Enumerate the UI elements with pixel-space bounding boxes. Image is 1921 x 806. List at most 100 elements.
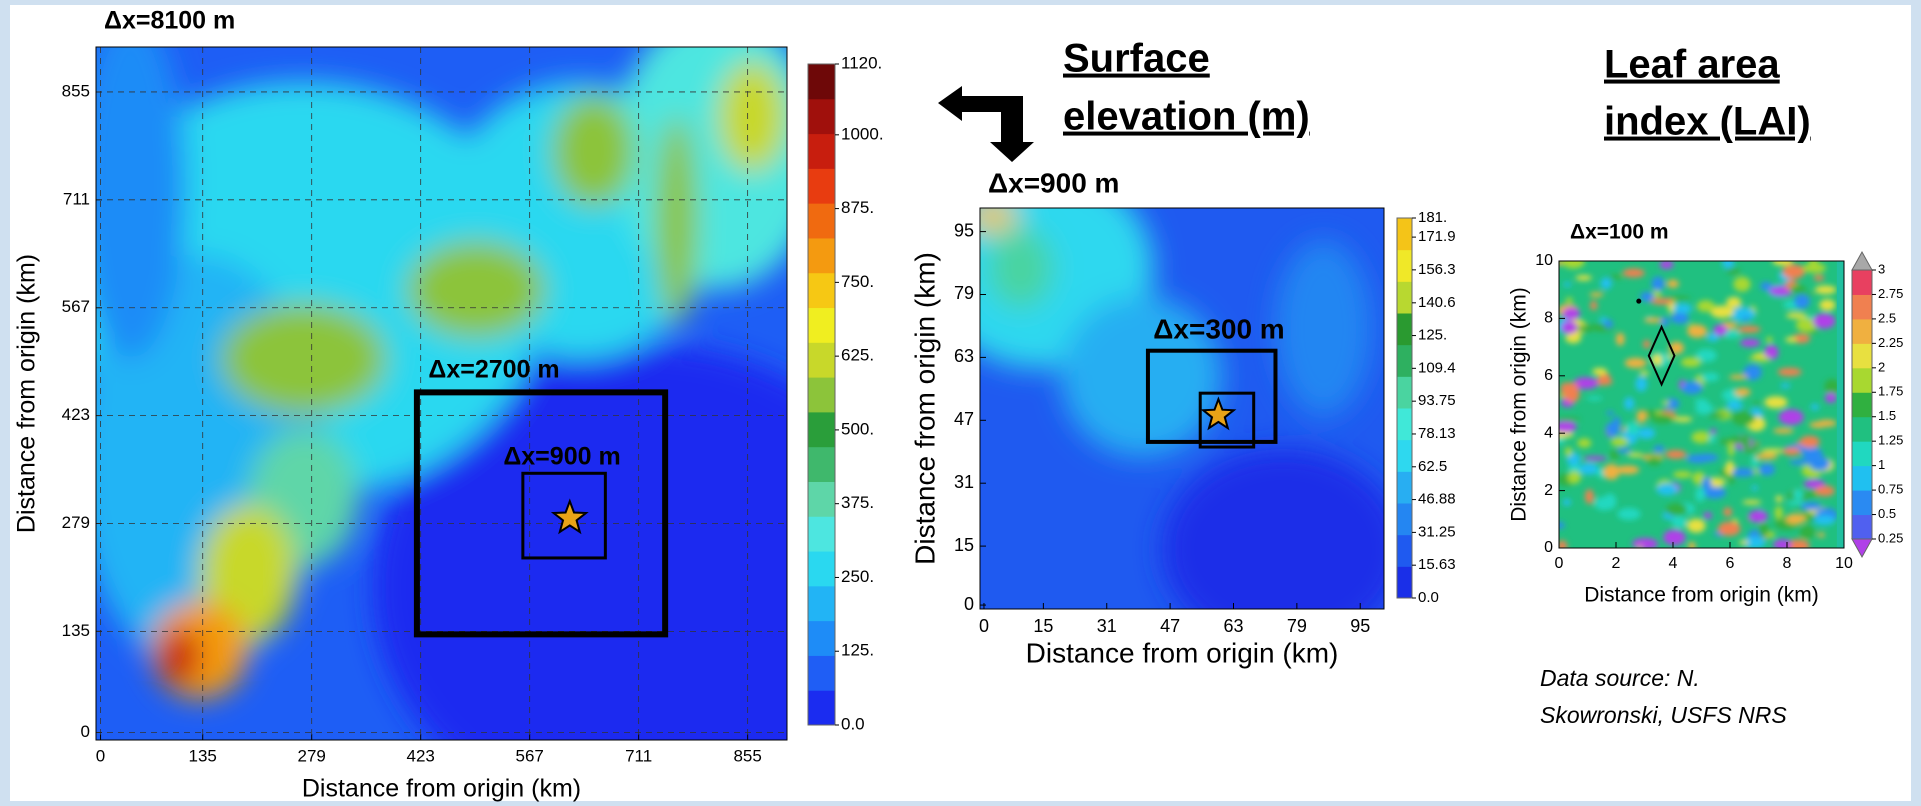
lai-blob — [1680, 357, 1702, 368]
x-tick-label: 63 — [1223, 616, 1243, 636]
lai-blob — [1617, 507, 1641, 521]
x-tick-label: 15 — [1033, 616, 1053, 636]
lai-blob — [1760, 448, 1786, 454]
colorbar-band — [808, 98, 835, 135]
colorbar-band — [1397, 249, 1412, 282]
lai-blob — [1665, 449, 1687, 459]
lai-blob — [1668, 296, 1691, 301]
colorbar-band — [1852, 514, 1872, 540]
colorbar-label: 46.88 — [1418, 491, 1456, 508]
lai-blob — [1729, 436, 1748, 444]
colorbar-band — [1397, 566, 1412, 599]
source-note: Data source: N. — [1540, 665, 1700, 691]
colorbar-band — [808, 168, 835, 204]
lai-blob — [1785, 513, 1806, 525]
colorbar-label: 750. — [841, 272, 874, 291]
lai-blob — [1812, 313, 1836, 329]
lai-blob — [1579, 462, 1599, 475]
lai-blob — [1560, 382, 1579, 387]
lai-blob — [1651, 290, 1662, 298]
lai-blob — [1708, 434, 1716, 444]
lai-blob — [1639, 370, 1650, 376]
colorbar-label: 171.9 — [1418, 228, 1456, 245]
lai-blob — [1583, 456, 1608, 461]
y-tick-label: 31 — [954, 472, 974, 492]
lai-blob — [1725, 267, 1741, 275]
colorbar-band — [808, 377, 835, 413]
lai-blob — [1673, 416, 1693, 422]
lai-blob — [1695, 487, 1706, 503]
heading: Surface — [1063, 37, 1210, 81]
lai-blob — [1666, 279, 1679, 289]
lai-blob — [1561, 320, 1578, 334]
lai-blob — [1742, 316, 1750, 321]
x-tick-label: 423 — [406, 746, 434, 765]
y-tick-label: 6 — [1544, 367, 1553, 384]
map-panel: 0 15 31 47 63 79 95 0 15 31 47 63 79 95 Δx=900 m Distan… — [909, 167, 1455, 668]
y-tick-label: 15 — [954, 535, 974, 555]
colorbar-band — [1397, 439, 1412, 472]
colorbar-label: 500. — [841, 419, 874, 438]
colorbar-band — [1397, 534, 1412, 567]
lai-blob — [1799, 435, 1820, 448]
lai-blob — [1751, 455, 1759, 468]
colorbar-label: 15.63 — [1418, 556, 1456, 573]
lai-blob — [1702, 486, 1727, 499]
colorbar-band — [1852, 318, 1872, 344]
lai-blob — [1800, 502, 1822, 511]
x-axis-label: Distance from origin (km) — [302, 775, 581, 803]
lai-blob — [1824, 378, 1841, 395]
lai-blob — [1565, 332, 1582, 344]
y-axis-label: Distance from origin (km) — [909, 252, 940, 565]
lai-blob — [1814, 285, 1837, 295]
lai-blob — [1606, 410, 1615, 416]
colorbar-frame — [1396, 217, 1413, 599]
x-tick-label: 79 — [1287, 616, 1307, 636]
lai-blob — [1640, 291, 1655, 302]
lai-blob — [1610, 437, 1629, 447]
site-star — [550, 498, 589, 535]
colorbar-band — [808, 64, 835, 100]
lai-blob — [1672, 303, 1693, 314]
colorbar-band — [1852, 416, 1872, 442]
x-tick-label: 279 — [298, 746, 326, 765]
y-tick-label: 47 — [954, 409, 974, 429]
lai-blob — [1584, 489, 1594, 505]
y-tick-label: 855 — [62, 81, 90, 100]
y-tick-label: 63 — [954, 346, 974, 366]
lai-blob — [1688, 541, 1696, 548]
lai-blob — [1767, 531, 1776, 538]
lai-blob — [1603, 463, 1620, 480]
lai-blob — [1742, 500, 1762, 505]
plot-frame — [1558, 260, 1845, 549]
colorbar-label: 0.5 — [1878, 506, 1896, 521]
colorbar-label: 250. — [841, 567, 874, 586]
colorbar-band — [1397, 471, 1412, 504]
nest-box — [521, 471, 607, 560]
colorbar-label: 0.0 — [1418, 589, 1439, 606]
lai-blob — [1616, 447, 1632, 453]
lai-blob — [1563, 282, 1572, 287]
colorbar-label: 62.5 — [1418, 458, 1447, 475]
colorbar-band — [1852, 441, 1872, 467]
x-tick-label: 711 — [625, 746, 652, 765]
map-panel: 0 2 4 6 8 10 0 2 4 6 8 10 Δx=100 m Distance from orig… — [1508, 221, 1904, 607]
y-axis-label: Distance from origin (km) — [1508, 287, 1531, 522]
box-label: Δx=900 m — [503, 443, 620, 471]
lai-blob — [1651, 413, 1674, 424]
terrain-blob — [980, 208, 1017, 233]
lai-blob — [1810, 403, 1820, 411]
colorbar-label: 1120. — [841, 53, 882, 72]
colorbar-label: 31.25 — [1418, 523, 1456, 540]
lai-blob — [1559, 417, 1581, 422]
colorbar-band — [1397, 376, 1412, 409]
lai-blob — [1785, 336, 1798, 343]
lai-blob — [1646, 456, 1662, 466]
colorbar-label: 93.75 — [1418, 392, 1456, 409]
terrain-blob — [717, 60, 787, 172]
lai-blob — [1743, 364, 1762, 381]
arrow — [938, 86, 1034, 162]
x-tick-label: 10 — [1835, 555, 1853, 572]
colorbar-band — [1397, 218, 1412, 251]
colorbar-label: 1.75 — [1878, 384, 1903, 399]
